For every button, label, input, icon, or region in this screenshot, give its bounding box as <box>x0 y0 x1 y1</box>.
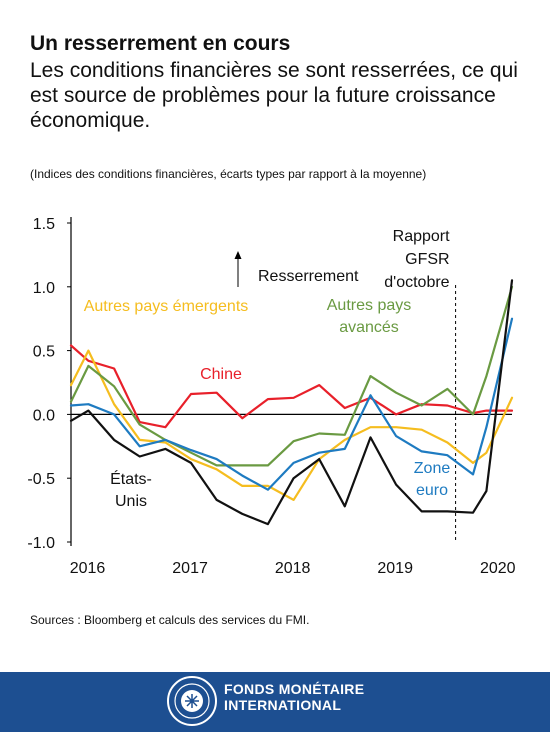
series-label: Autres pays <box>327 297 411 314</box>
series-label: Zone <box>414 460 451 477</box>
tightening-label: Resserrement <box>258 268 359 285</box>
series-label: Unis <box>115 493 147 510</box>
series-label: Autres pays émergents <box>84 298 249 315</box>
series-label: Chine <box>200 366 242 383</box>
gfsr-vline-label: GFSR <box>405 251 449 268</box>
chart-subtitle: Les conditions financières se sont resse… <box>30 59 518 132</box>
line-chart: 1.5 1.0 0.5 0.0 -0.5 -1.0 2016 2017 2018 2019 2020… <box>27 216 515 577</box>
x-tick-label: 2018 <box>275 560 311 577</box>
series-label: États- <box>110 469 152 488</box>
series-line <box>69 349 514 501</box>
y-tick-label: -0.5 <box>27 471 55 488</box>
series-label: euro <box>416 482 448 499</box>
chart-series-labels: Rapport GFSR d'octobre Resserrement Chine Aut… <box>84 228 451 510</box>
org-name: FONDS MONÉTAIRE INTERNATIONAL <box>224 681 364 713</box>
footer-bar <box>0 672 550 732</box>
x-tick-label: 2019 <box>377 560 413 577</box>
chart-title: Un resserrement en cours <box>30 32 291 55</box>
imf-seal-icon <box>167 676 217 726</box>
chart-series <box>69 279 514 526</box>
y-tick-label: 0.0 <box>33 407 55 424</box>
org-name-line2: INTERNATIONAL <box>224 697 342 713</box>
gfsr-vline-label: Rapport <box>393 228 450 245</box>
y-tick-label: -1.0 <box>27 535 55 552</box>
series-line <box>69 317 514 491</box>
x-tick-label: 2016 <box>70 560 106 577</box>
series-label: avancés <box>339 319 399 336</box>
org-name-line1: FONDS MONÉTAIRE <box>224 681 365 697</box>
series-line <box>69 344 514 429</box>
series-line <box>69 285 514 467</box>
x-tick-label: 2017 <box>172 560 208 577</box>
y-tick-label: 0.5 <box>33 344 55 361</box>
y-tick-label: 1.0 <box>33 280 55 297</box>
tightening-arrow-head <box>234 251 242 259</box>
y-tick-label: 1.5 <box>33 216 55 233</box>
series-line <box>69 279 514 526</box>
gfsr-vline-label: d'octobre <box>384 274 449 291</box>
units-note: (Indices des conditions financières, éca… <box>30 167 427 181</box>
x-tick-label: 2020 <box>480 560 516 577</box>
source-note: Sources : Bloomberg et calculs des servi… <box>30 613 310 627</box>
chart-axes: 1.5 1.0 0.5 0.0 -0.5 -1.0 2016 2017 2018 2019 2020 <box>27 216 515 577</box>
